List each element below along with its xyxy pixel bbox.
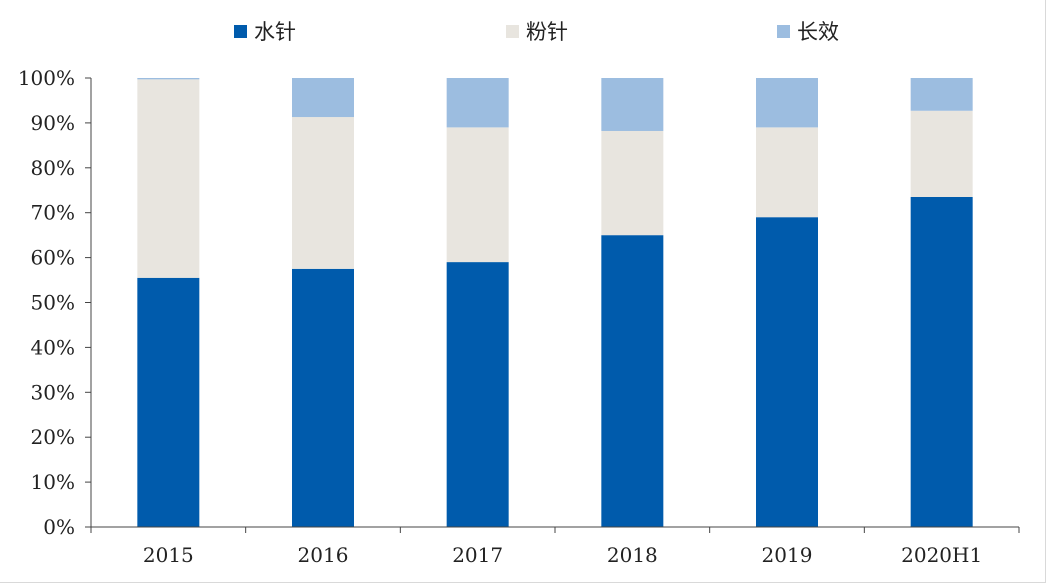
legend: 水针 粉针 长效: [234, 20, 839, 44]
legend-swatch-3: [777, 25, 790, 38]
bar-segment-series-1: [756, 217, 818, 527]
x-tick-label: 2017: [452, 543, 503, 567]
bar-segment-series-2: [137, 79, 200, 278]
y-tick-label: 70%: [31, 201, 75, 225]
y-tick-label: 20%: [31, 425, 75, 449]
y-tick-label: 30%: [31, 380, 75, 404]
y-tick-label: 90%: [31, 111, 75, 135]
legend-swatch-1: [234, 25, 247, 38]
bar-segment-series-2: [910, 110, 973, 197]
bar-segment-series-3: [446, 78, 509, 128]
bar-segment-series-3: [910, 78, 973, 111]
x-axis: 2015 2016 2017 2018 2019 2020H1: [90, 526, 1020, 567]
y-tick-label: 40%: [31, 335, 75, 359]
bar-segment-series-1: [446, 262, 509, 527]
bar-segment-series-1: [601, 235, 664, 527]
bar-segment-series-1: [292, 268, 354, 527]
legend-label-2: 粉针: [526, 20, 568, 44]
bar-segment-series-3: [292, 78, 354, 118]
y-tick-label: 80%: [31, 156, 75, 180]
bar-segment-series-3: [137, 78, 200, 80]
y-tick-label: 0%: [43, 515, 75, 539]
bar-segment-series-1: [910, 196, 973, 528]
bar-segment-series-2: [756, 127, 818, 218]
x-tick-label: 2015: [143, 543, 194, 567]
bar-segment-series-2: [446, 127, 509, 263]
x-tick-label: 2016: [298, 543, 349, 567]
legend-swatch-2: [506, 25, 519, 38]
y-axis: 0% 10% 20% 30% 40% 50% 60% 70% 80% 90% 100%: [18, 66, 92, 539]
bar-segment-series-1: [137, 277, 200, 527]
legend-label-1: 水针: [254, 20, 296, 44]
x-tick-label: 2020H1: [901, 543, 982, 567]
y-tick-label: 50%: [31, 291, 75, 315]
bars: [137, 78, 973, 528]
bar-segment-series-2: [601, 130, 664, 236]
bar-segment-series-3: [756, 78, 818, 128]
bar-segment-series-2: [292, 117, 354, 269]
bar-segment-series-3: [601, 78, 664, 131]
y-tick-label: 100%: [18, 66, 75, 90]
y-tick-label: 60%: [31, 246, 75, 270]
legend-label-3: 长效: [797, 20, 839, 44]
x-tick-label: 2019: [762, 543, 813, 567]
x-tick-label: 2018: [607, 543, 658, 567]
y-tick-label: 10%: [31, 470, 75, 494]
